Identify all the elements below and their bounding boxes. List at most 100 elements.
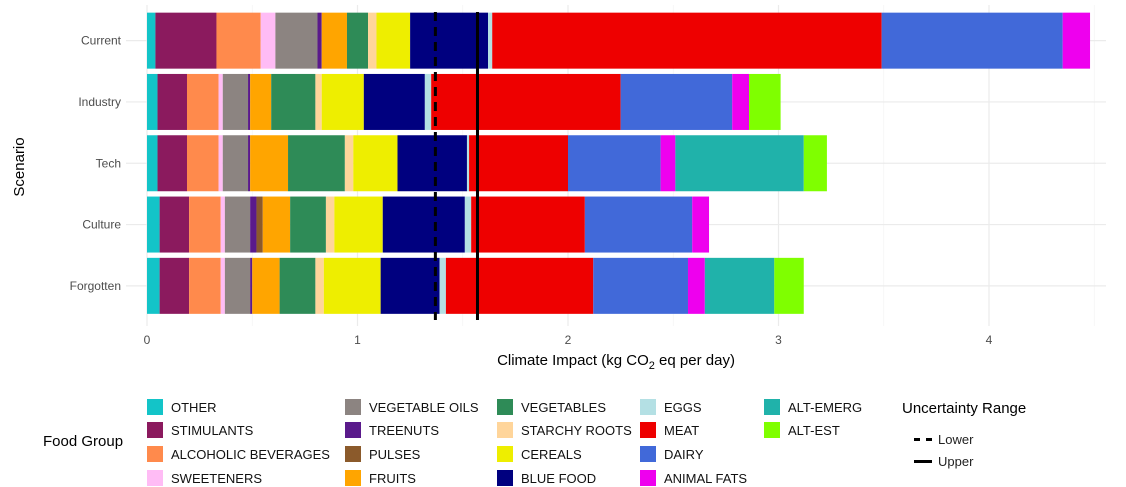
legend-label: CEREALS xyxy=(521,446,582,462)
bar-segment-forgotten-sweeteners xyxy=(220,257,225,314)
legend-swatch xyxy=(497,422,513,438)
bar-segment-current-treenuts xyxy=(317,12,322,69)
bar-segment-industry-dairy xyxy=(620,73,733,130)
y-tick-label: Culture xyxy=(82,218,121,232)
bar-segment-forgotten-alcoholic-beverages xyxy=(189,257,221,314)
bar-segment-industry-animal-fats xyxy=(732,73,750,130)
x-tick-label: 4 xyxy=(986,333,993,347)
bar-segment-industry-vegetable-oils xyxy=(222,73,249,130)
dashed-line-swatch xyxy=(914,437,932,441)
bar-segment-current-stimulants xyxy=(155,12,217,69)
uncertainty-lines xyxy=(433,12,479,320)
legend-label-upper: Upper xyxy=(938,453,974,469)
legend-label: OTHER xyxy=(171,399,217,415)
bar-segment-tech-stimulants xyxy=(157,135,187,192)
x-axis-title-prefix: Climate Impact (kg CO xyxy=(497,352,649,369)
legend-item-treenuts: TREENUTS xyxy=(345,421,439,439)
legend-label: FRUITS xyxy=(369,470,416,486)
bar-segment-current-alcoholic-beverages xyxy=(216,12,261,69)
bar-segment-tech-starchy-roots xyxy=(344,135,354,192)
bar-segment-forgotten-eggs xyxy=(439,257,446,314)
legend-item-eggs: EGGS xyxy=(640,398,702,416)
bar-segment-tech-sweeteners xyxy=(218,135,223,192)
bar-segment-tech-animal-fats xyxy=(660,135,676,192)
legend-item-vegetables: VEGETABLES xyxy=(497,398,606,416)
bar-segment-culture-animal-fats xyxy=(692,196,710,253)
legend-swatch xyxy=(640,399,656,415)
solid-line-swatch xyxy=(914,459,932,463)
legend-swatch xyxy=(640,422,656,438)
legend-swatch xyxy=(345,422,361,438)
bars xyxy=(147,12,1091,314)
legend-item-animal-fats: ANIMAL FATS xyxy=(640,469,747,487)
bar-segment-current-blue-food xyxy=(410,12,489,69)
legend-swatch xyxy=(764,399,780,415)
legend-label-lower: Lower xyxy=(938,431,974,447)
bar-segment-tech-other xyxy=(147,135,158,192)
legend-swatch xyxy=(497,446,513,462)
bar-segment-forgotten-vegetables xyxy=(279,257,316,314)
bar-segment-tech-alt-est xyxy=(803,135,827,192)
legend-label: ALT-EST xyxy=(788,422,840,438)
legend-item-alt-est: ALT-EST xyxy=(764,421,840,439)
bar-segment-tech-alcoholic-beverages xyxy=(186,135,219,192)
bar-segment-forgotten-dairy xyxy=(593,257,688,314)
legend-label: PULSES xyxy=(369,446,421,462)
legend-swatch xyxy=(764,422,780,438)
legend-item-fruits: FRUITS xyxy=(345,469,416,487)
bar-segment-tech-eggs xyxy=(466,135,470,192)
legend-item-other: OTHER xyxy=(147,398,217,416)
bar-segment-industry-other xyxy=(147,73,158,130)
bar-segment-forgotten-vegetable-oils xyxy=(224,257,251,314)
bar-segment-current-vegetables xyxy=(346,12,369,69)
legend-item-blue-food: BLUE FOOD xyxy=(497,469,596,487)
legend-swatch xyxy=(345,470,361,486)
legend-swatch xyxy=(497,470,513,486)
legend-label: ALT-EMERG xyxy=(788,399,863,415)
legend-title: Food Group xyxy=(43,433,124,450)
legend-swatch xyxy=(147,446,163,462)
bar-segment-culture-dairy xyxy=(584,196,693,253)
bar-segment-culture-vegetables xyxy=(290,196,326,253)
bar-segment-forgotten-blue-food xyxy=(380,257,440,314)
x-axis-title: Climate Impact (kg CO2 eq per day) xyxy=(497,352,735,372)
legend-swatch xyxy=(640,470,656,486)
bar-segment-industry-eggs xyxy=(424,73,432,130)
x-tick-label: 0 xyxy=(144,333,151,347)
uncertainty-legend-title: Uncertainty Range xyxy=(902,400,1027,417)
bar-segment-current-meat xyxy=(492,12,882,69)
bar-segment-forgotten-fruits xyxy=(252,257,280,314)
bar-segment-industry-treenuts xyxy=(248,73,251,130)
bar-segment-industry-sweeteners xyxy=(218,73,223,130)
bar-segment-culture-alcoholic-beverages xyxy=(189,196,221,253)
bar-segment-tech-vegetables xyxy=(288,135,345,192)
y-tick-label: Current xyxy=(81,34,122,48)
bar-segment-current-dairy xyxy=(881,12,1063,69)
bar-segment-culture-meat xyxy=(471,196,585,253)
legend-label: STARCHY ROOTS xyxy=(521,422,632,438)
bar-segment-current-animal-fats xyxy=(1062,12,1091,69)
bar-segment-culture-pulses xyxy=(256,196,263,253)
bar-segment-culture-cereals xyxy=(334,196,383,253)
bar-segment-industry-alt-est xyxy=(749,73,781,130)
bar-segment-culture-vegetable-oils xyxy=(224,196,251,253)
bar-segment-forgotten-stimulants xyxy=(159,257,190,314)
y-tick-label: Industry xyxy=(78,95,121,109)
legend-item-cereals: CEREALS xyxy=(497,445,582,463)
bar-segment-tech-fruits xyxy=(250,135,289,192)
bar-segment-culture-starchy-roots xyxy=(325,196,335,253)
bar-segment-forgotten-other xyxy=(147,257,160,314)
bar-segment-culture-other xyxy=(147,196,160,253)
legend-swatch xyxy=(640,446,656,462)
bar-segment-forgotten-animal-fats xyxy=(687,257,705,314)
y-tick-label: Tech xyxy=(96,156,121,170)
bar-segment-culture-stimulants xyxy=(159,196,190,253)
legend-swatch xyxy=(147,399,163,415)
bar-segment-forgotten-alt-est xyxy=(774,257,804,314)
x-tick-label: 3 xyxy=(775,333,782,347)
bar-segment-forgotten-meat xyxy=(445,257,594,314)
bar-segment-forgotten-treenuts xyxy=(250,257,253,314)
legend-item-dairy: DAIRY xyxy=(640,445,704,463)
bar-segment-tech-treenuts xyxy=(248,135,251,192)
